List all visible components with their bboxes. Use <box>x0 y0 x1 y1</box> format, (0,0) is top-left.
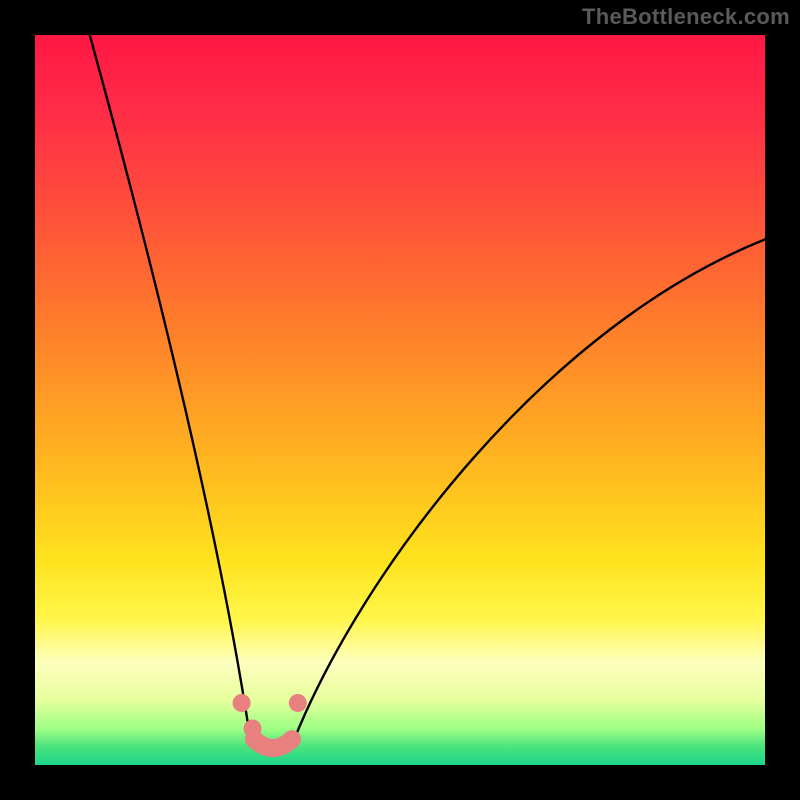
watermark-text: TheBottleneck.com <box>582 4 790 30</box>
marker-point <box>233 694 251 712</box>
curve-overlay <box>35 35 765 765</box>
trough-bar-marker <box>254 739 292 748</box>
bottleneck-curve <box>90 35 765 747</box>
marker-point <box>289 694 307 712</box>
stage: TheBottleneck.com <box>0 0 800 800</box>
marker-point <box>244 720 262 738</box>
plot-area <box>35 35 765 765</box>
